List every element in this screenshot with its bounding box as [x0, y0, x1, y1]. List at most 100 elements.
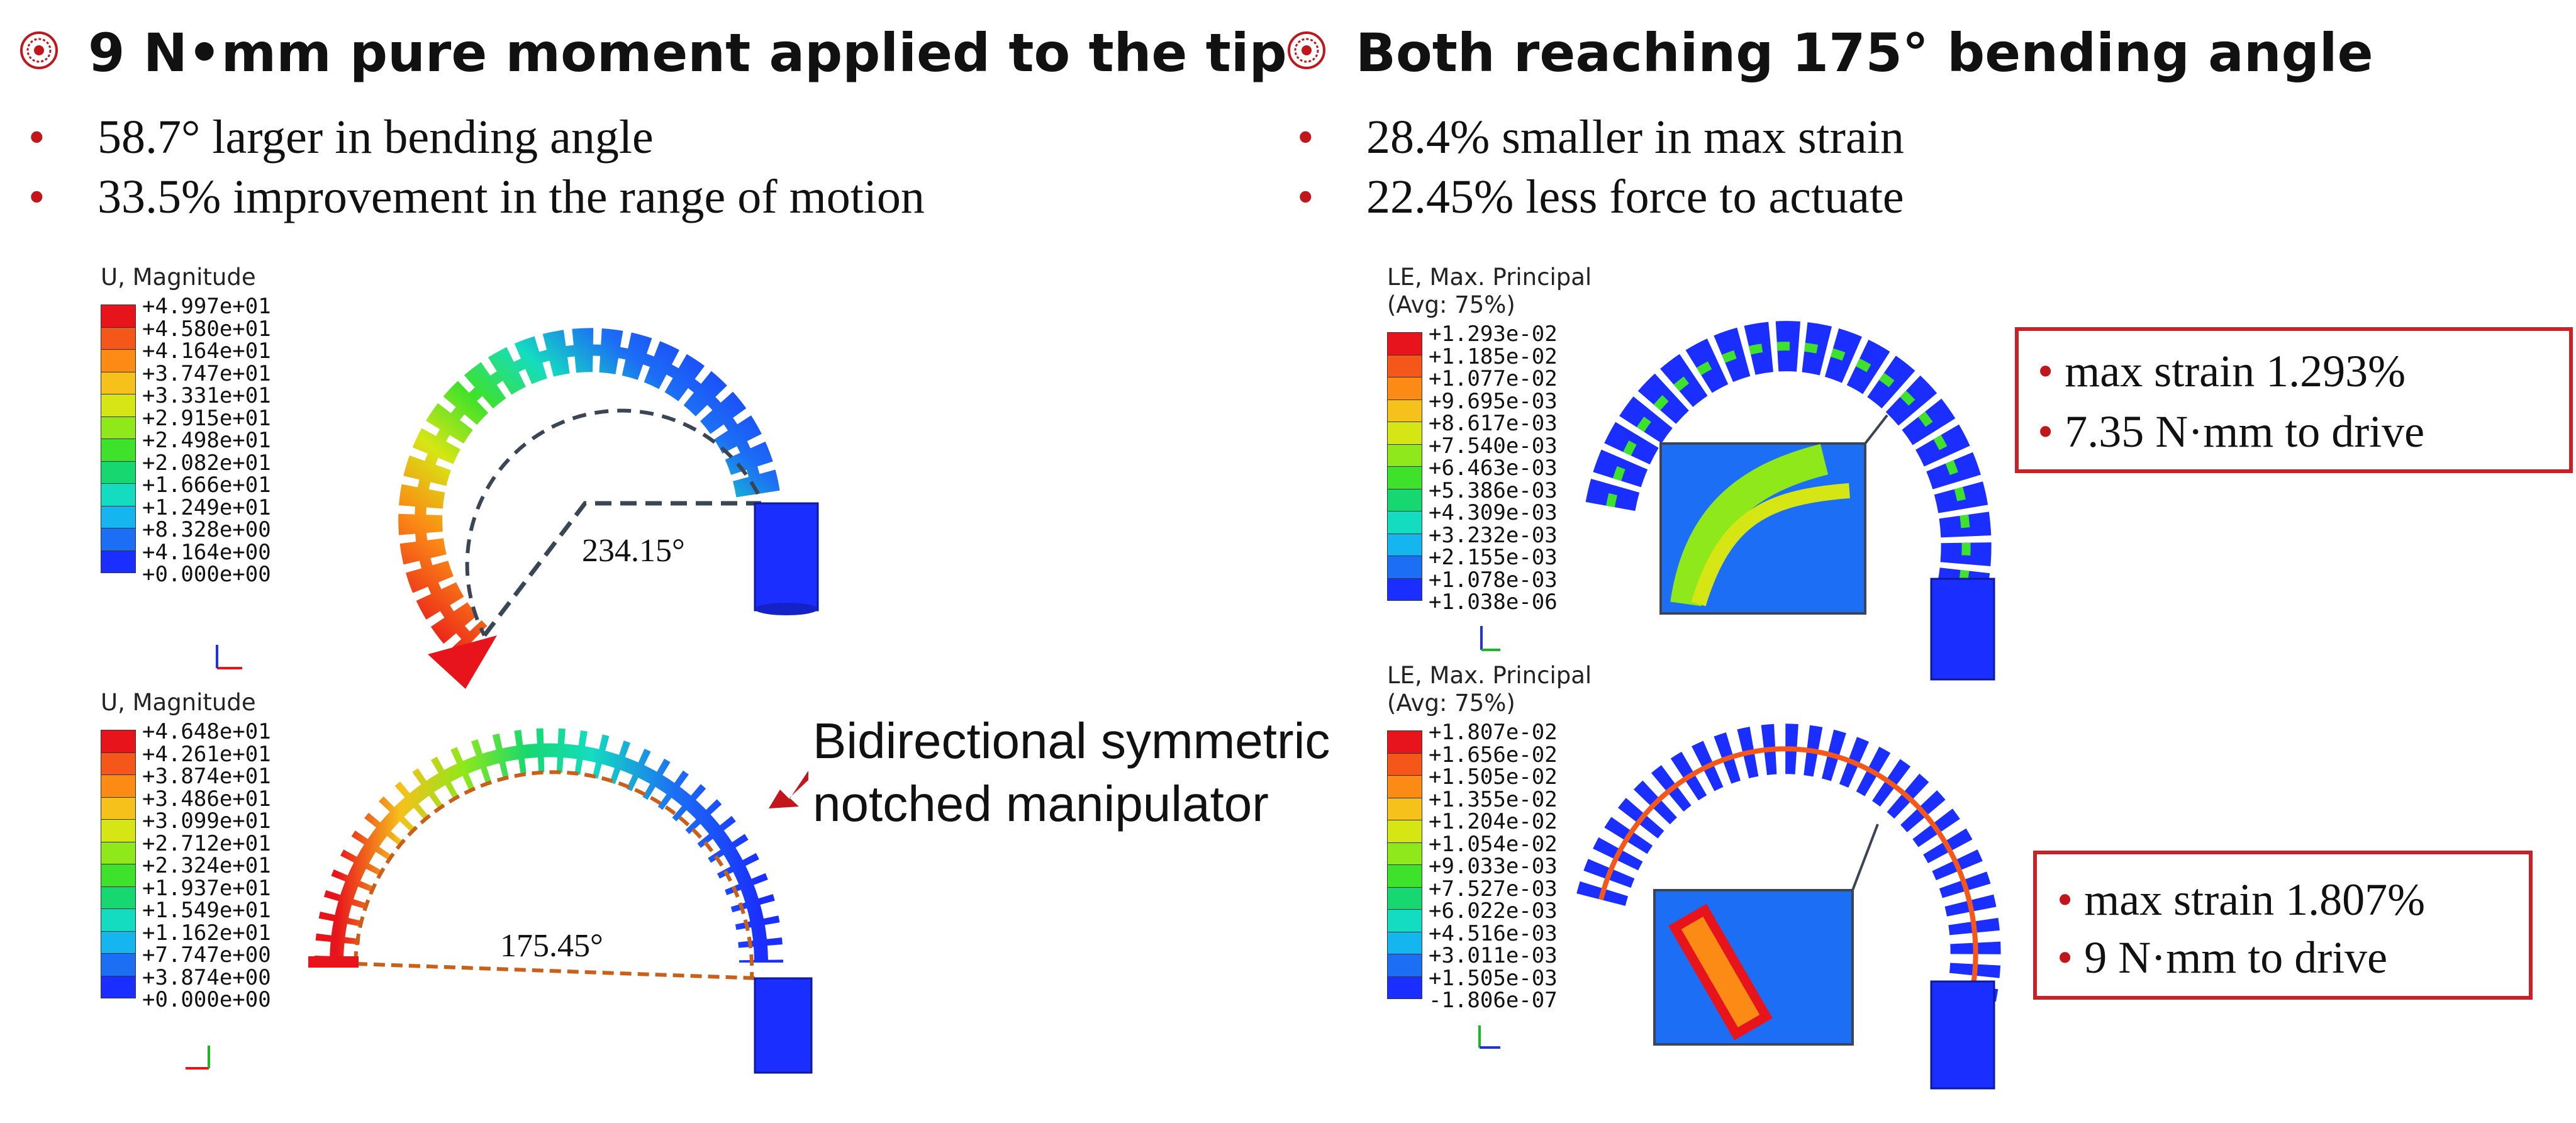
legend-value: +2.324e+01	[142, 853, 271, 878]
legend-value: +1.355e-02	[1429, 786, 1558, 812]
legend-value: +1.807e-02	[1429, 720, 1558, 745]
legend-title: (Avg: 75%)	[1387, 690, 1515, 717]
legend-value: +0.000e+00	[142, 562, 271, 587]
legend-color-swatch	[101, 930, 136, 954]
right-heading: Both reaching 175° bending angle	[1356, 22, 2373, 84]
legend-color-swatch	[1387, 954, 1422, 977]
legend-value: +1.937e+01	[142, 875, 271, 901]
legend-value: +1.038e-06	[1429, 589, 1558, 615]
legend-color-swatch	[1387, 797, 1422, 820]
legend-color-swatch	[1387, 444, 1422, 467]
legend-value: +1.185e-02	[1429, 344, 1558, 369]
legend-value: +4.516e-03	[1429, 920, 1558, 946]
legend-value: +4.164e+00	[142, 539, 271, 565]
legend-title: (Avg: 75%)	[1387, 291, 1515, 318]
legend-value: +6.463e-03	[1429, 455, 1558, 481]
legend-value: +1.077e-02	[1429, 366, 1558, 391]
info-box-top-line-2: • 7.35 N·mm to drive	[2038, 406, 2425, 457]
legend-color-swatch	[1387, 511, 1422, 534]
legend-color-swatch	[1387, 399, 1422, 422]
legend-value: +3.011e-03	[1429, 943, 1558, 968]
right-bullet-1: • 28.4% smaller in max strain	[1297, 111, 1904, 164]
legend-color-swatch	[1387, 466, 1422, 489]
legend-value: +4.648e+01	[142, 719, 271, 744]
left-logo-icon	[19, 30, 59, 74]
legend-color-swatch	[101, 953, 136, 976]
legend-color-swatch	[101, 752, 136, 775]
legend-value: +4.580e+01	[142, 316, 271, 342]
legend-value: +7.540e-03	[1429, 433, 1558, 459]
info-box-top: • max strain 1.293% • 7.35 N·mm to drive	[2015, 327, 2573, 473]
legend-color-swatch	[101, 730, 136, 753]
legend-color-swatch	[1387, 976, 1422, 999]
legend-value: +6.022e-03	[1429, 898, 1558, 924]
legend-color-swatch	[101, 505, 136, 528]
annotation-line-2: notched manipulator	[813, 776, 1269, 832]
legend-value: +3.099e+01	[142, 808, 271, 834]
legend-color-swatch	[1387, 578, 1422, 601]
info-box-top-line-1: • max strain 1.293%	[2038, 346, 2406, 396]
legend-color-swatch	[101, 774, 136, 798]
top-right-manipulator	[1585, 321, 1995, 681]
legend-title: U, Magnitude	[101, 264, 256, 291]
legend-color-swatch	[1387, 488, 1422, 511]
info-box-bottom-line-1: • max strain 1.807%	[2057, 874, 2426, 925]
legend-value: +7.747e+00	[142, 942, 271, 968]
legend-value: -1.806e-07	[1429, 988, 1558, 1013]
legend-color-swatch	[101, 349, 136, 372]
legend-color-swatch	[1387, 909, 1422, 932]
legend-value: +5.386e-03	[1429, 478, 1558, 503]
legend-value: +1.204e-02	[1429, 809, 1558, 834]
legend-color-swatch	[101, 439, 136, 462]
legend-value: +7.527e-03	[1429, 876, 1558, 902]
legend-value: +3.874e+01	[142, 764, 271, 789]
legend-color-swatch	[101, 371, 136, 394]
legend-title: U, Magnitude	[101, 689, 256, 716]
left-bullet-2: • 33.5% improvement in the range of motio…	[28, 170, 925, 223]
legend-color-swatch	[1387, 332, 1422, 355]
legend-title: LE, Max. Principal	[1387, 264, 1592, 291]
legend-value: +1.656e-02	[1429, 742, 1558, 768]
legend-value: +1.054e-02	[1429, 831, 1558, 857]
legend-value: +4.164e+01	[142, 338, 271, 364]
legend-value: +1.078e-03	[1429, 567, 1558, 593]
right-logo-icon	[1286, 30, 1327, 74]
info-box-bottom: • max strain 1.807% • 9 N·mm to drive	[2033, 851, 2533, 1000]
legend-color-swatch	[101, 841, 136, 864]
legend-value: +1.549e+01	[142, 898, 271, 923]
legend-value: +1.249e+01	[142, 494, 271, 520]
top-left-manipulator	[398, 328, 819, 689]
legend-color-swatch	[101, 819, 136, 842]
bottom-right-manipulator	[1576, 724, 2001, 1090]
legend-value: +2.155e-03	[1429, 545, 1558, 570]
right-bullet-2: • 22.45% less force to actuate	[1297, 170, 1904, 223]
legend-value: +4.997e+01	[142, 294, 271, 319]
axis-triad-icon	[186, 626, 1500, 1070]
legend-color-swatch	[101, 394, 136, 417]
legend-color-swatch	[101, 550, 136, 573]
legend-value: +3.232e-03	[1429, 522, 1558, 548]
legend-color-swatch	[1387, 886, 1422, 910]
legend-color-swatch	[1387, 820, 1422, 843]
legend-color-swatch	[101, 327, 136, 350]
legend-color-swatch	[1387, 842, 1422, 865]
legend-value: +9.695e-03	[1429, 388, 1558, 414]
legend-color-swatch	[1387, 377, 1422, 400]
legend-color-swatch	[101, 483, 136, 506]
annotation-arrow-icon	[769, 771, 808, 808]
info-box-bottom-line-2: • 9 N·mm to drive	[2057, 932, 2388, 983]
legend-value: +2.712e+01	[142, 830, 271, 856]
legend-value: +3.874e+00	[142, 964, 271, 990]
bottom-left-manipulator	[308, 728, 813, 1074]
legend-color-swatch	[101, 416, 136, 439]
legend-value: +0.000e+00	[142, 987, 271, 1012]
legend-value: +1.162e+01	[142, 920, 271, 946]
legend-value: +2.082e+01	[142, 450, 271, 476]
legend-value: +8.328e+00	[142, 517, 271, 542]
angle-label-top-left: 234.15°	[582, 533, 685, 569]
legend-title: LE, Max. Principal	[1387, 662, 1592, 689]
legend-value: +1.505e-03	[1429, 965, 1558, 991]
annotation-line-1: Bidirectional symmetric	[813, 713, 1330, 769]
legend-value: +4.309e-03	[1429, 500, 1558, 525]
legend-value: +2.498e+01	[142, 428, 271, 453]
